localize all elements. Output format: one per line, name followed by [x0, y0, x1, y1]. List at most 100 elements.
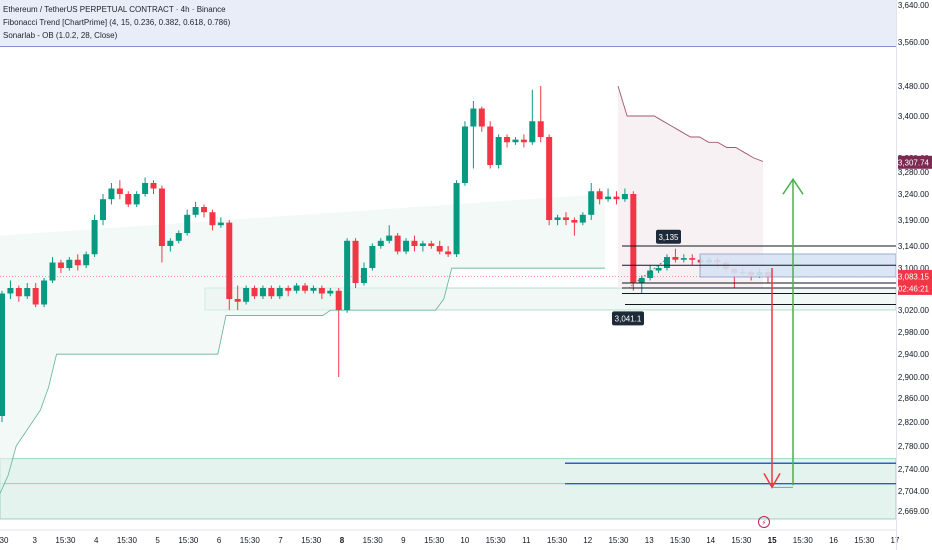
- candle: [663, 254, 670, 271]
- candle-body: [630, 194, 637, 283]
- time-tick-label: 15:30: [854, 536, 875, 545]
- candle: [588, 183, 595, 220]
- candle-body: [318, 288, 325, 294]
- price-tick-label: 3,280.00: [898, 168, 930, 177]
- price-tick-label: 2,900.00: [898, 373, 930, 382]
- lightning-icon: ⚡: [758, 516, 770, 528]
- candle-body: [74, 259, 81, 266]
- swing-low-label: 3,041.1: [612, 311, 644, 326]
- candle: [32, 283, 39, 308]
- candle: [302, 283, 309, 294]
- candle-body: [100, 199, 107, 220]
- candle: [470, 101, 477, 169]
- candle-body: [647, 270, 654, 278]
- candles-layer: [0, 86, 771, 422]
- candle: [689, 254, 696, 266]
- countdown-tag-text: 02:46:21: [898, 284, 930, 293]
- lower-demand-zone: [0, 458, 897, 520]
- candle: [504, 134, 511, 148]
- candle: [310, 285, 317, 294]
- price-tick-label: 2,860.00: [898, 394, 930, 403]
- price-tick-label: 2,780.00: [898, 442, 930, 451]
- candle-body: [201, 207, 208, 213]
- candle-body: [520, 139, 527, 143]
- price-tick-label: 2,820.00: [898, 418, 930, 427]
- candle: [243, 285, 250, 305]
- candle: [344, 238, 351, 313]
- price-tick-label: 3,020.00: [898, 306, 930, 315]
- candle: [571, 217, 578, 236]
- candle-body: [461, 126, 468, 183]
- swing-low-label-bg: [612, 311, 644, 326]
- candle-body: [158, 188, 165, 246]
- candle: [217, 217, 224, 228]
- candle: [411, 235, 418, 252]
- candle: [184, 209, 191, 236]
- candle: [24, 283, 31, 299]
- swing-low-label-text: 3,041.1: [615, 314, 642, 323]
- candle-body: [285, 288, 292, 291]
- time-tick-label: 15: [768, 536, 777, 545]
- legend-ob-indicator[interactable]: Sonarlab - OB (1.0.2, 28, Close): [3, 31, 118, 40]
- candle-body: [251, 288, 258, 297]
- price-tick-label: 2,704.00: [898, 487, 930, 496]
- candle: [327, 288, 334, 297]
- candle-body: [24, 288, 31, 297]
- candle: [529, 89, 536, 145]
- legend-symbol-title[interactable]: Ethereum / TetherUS PERPETUAL CONTRACT ·…: [3, 5, 226, 14]
- candle-body: [487, 126, 494, 165]
- time-axis[interactable]: 30 3 15:30 4 15:30 5 15:30 6 15:30 7 15:30 8 15:30 9 1…: [0, 529, 900, 545]
- candle-body: [175, 233, 182, 241]
- price-tick-label: 2,740.00: [898, 465, 930, 474]
- legend-fib-indicator[interactable]: Fibonacci Trend [ChartPrime] (4, 15, 0.2…: [3, 18, 231, 27]
- candle-body: [7, 288, 14, 294]
- candle-body: [689, 258, 696, 260]
- time-tick-label: 9: [401, 536, 406, 545]
- candle: [360, 262, 367, 286]
- price-tick-label: 3,190.00: [898, 216, 930, 225]
- candle-body: [680, 258, 687, 260]
- time-tick-label: 8: [340, 536, 345, 545]
- candle: [41, 278, 48, 308]
- time-tick-label: 15:30: [670, 536, 691, 545]
- candle: [66, 257, 73, 271]
- candle: [335, 288, 342, 377]
- candle-body: [403, 240, 410, 252]
- overlays-layer: 3,135 3,041.1 ⚡: [565, 177, 897, 528]
- last-price-tag-text: 3,083.15: [898, 272, 930, 281]
- candle: [647, 265, 654, 281]
- candle: [403, 238, 410, 255]
- candle-body: [234, 299, 241, 302]
- candle-body: [621, 194, 628, 200]
- candle-body: [32, 288, 39, 305]
- candle: [251, 285, 258, 299]
- price-tick-label: 3,560.00: [898, 38, 930, 47]
- candle: [142, 177, 149, 197]
- candle-body: [142, 183, 149, 194]
- candle: [495, 134, 502, 169]
- candle-body: [243, 288, 250, 302]
- price-axis[interactable]: 2,669.00 2,704.00 2,740.00 2,780.00 2,820.00…: [897, 0, 932, 550]
- candle: [579, 212, 586, 226]
- candle-body: [108, 188, 115, 200]
- candle-body: [268, 288, 275, 297]
- candle-body: [293, 285, 300, 291]
- upper-band-line: [617, 85, 764, 162]
- candle-body: [41, 280, 48, 305]
- price-tick-label: 2,940.00: [898, 350, 930, 359]
- upper-band-tag-bg: [898, 155, 932, 169]
- candle: [487, 121, 494, 169]
- candle-body: [672, 257, 679, 260]
- bands-layer: [0, 85, 896, 494]
- axis-separator: [896, 0, 897, 550]
- candle: [520, 134, 527, 148]
- candle-body: [184, 214, 191, 233]
- last-price-tag-bg: [898, 269, 932, 283]
- time-tick-label: 15:30: [793, 536, 814, 545]
- time-tick-label: 15:30: [301, 536, 322, 545]
- time-tick-label: 15:30: [486, 536, 507, 545]
- candle: [613, 191, 620, 205]
- countdown-tag: 02:46:21: [898, 281, 932, 295]
- candle: [293, 283, 300, 294]
